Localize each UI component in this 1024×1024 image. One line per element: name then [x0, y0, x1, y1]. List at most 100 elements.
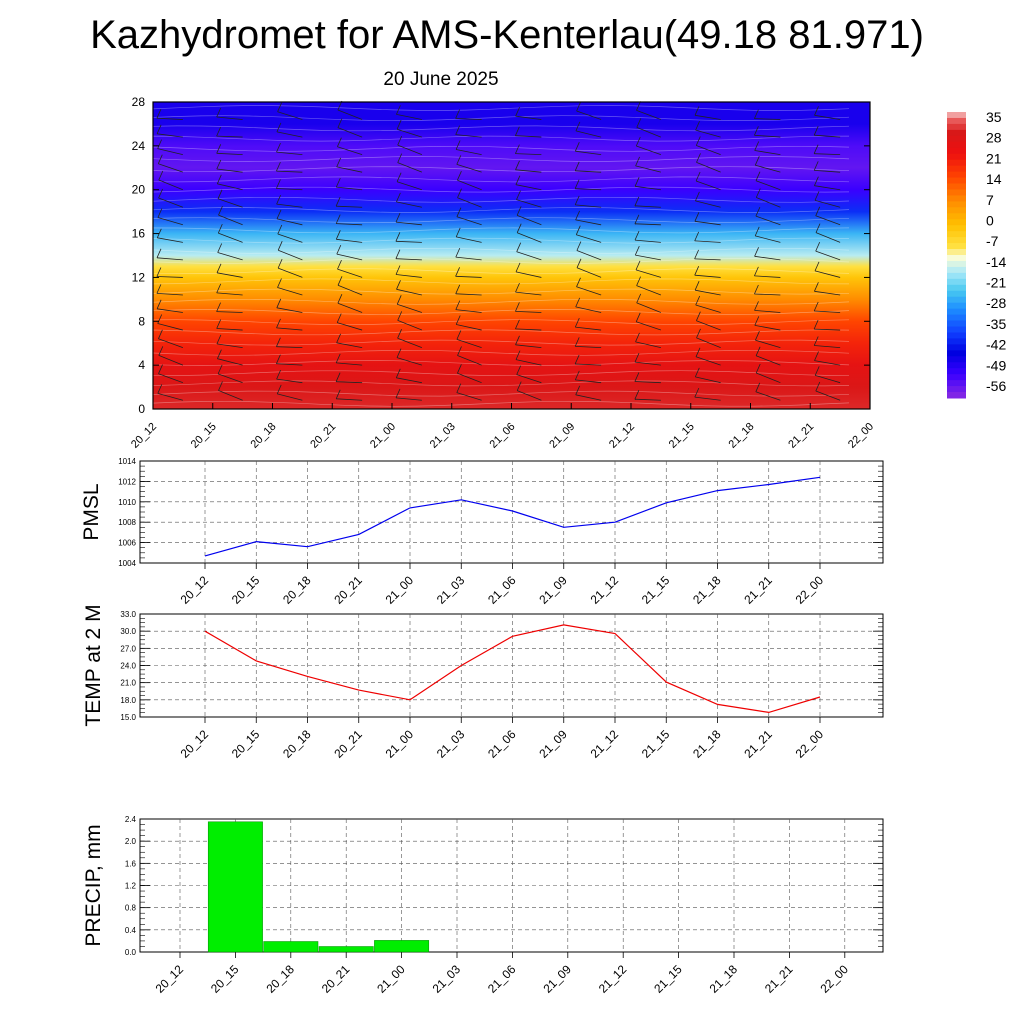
colorbar-label: -28	[986, 295, 1006, 311]
pmsl-y-tick-label: 1012	[118, 477, 136, 486]
colorbar-label: 7	[986, 192, 994, 208]
pmsl-x-tick-label: 21_09	[536, 573, 570, 607]
precip-x-tick-label: 20_18	[263, 962, 297, 996]
colorbar-label: -7	[986, 233, 999, 249]
heatmap-x-tick-label: 21_12	[607, 421, 637, 451]
heatmap-y-tick-label: 24	[132, 139, 146, 153]
precip-x-tick-label: 20_21	[319, 962, 353, 996]
heatmap-y-tick-label: 12	[132, 270, 146, 284]
temp-x-tick-label: 20_21	[331, 727, 365, 761]
temp-y-tick-label: 27.0	[120, 644, 136, 653]
heatmap-y-tick-label: 20	[132, 183, 146, 197]
temp-x-tick-label: 21_15	[639, 727, 673, 761]
temp-x-tick-label: 21_18	[690, 727, 724, 761]
contour-lines	[152, 105, 850, 407]
heatmap-x-tick-label: 21_18	[727, 421, 757, 451]
pmsl-y-axis-title: PMSL	[80, 483, 103, 540]
precip-x-tick-label: 21_03	[430, 962, 464, 996]
precip-y-tick-label: 0.4	[125, 926, 137, 935]
heatmap-y-tick-label: 0	[138, 402, 145, 416]
colorbar-label: -35	[986, 316, 1006, 332]
precip-x-tick-label: 21_09	[540, 962, 574, 996]
precip-x-tick-label: 21_15	[651, 962, 685, 996]
temp-x-tick-label: 20_12	[178, 727, 212, 761]
precip-x-tick-label: 21_06	[485, 962, 519, 996]
pmsl-x-tick-label: 22_00	[793, 573, 827, 607]
temp-y-tick-label: 18.0	[120, 696, 136, 705]
heatmap-x-tick-label: 20_12	[129, 421, 159, 451]
heatmap-x-tick-label: 22_00	[846, 421, 876, 451]
precip-x-tick-label: 20_12	[153, 962, 187, 996]
temp-x-tick-label: 21_21	[741, 727, 775, 761]
pmsl-y-tick-label: 1008	[118, 518, 136, 527]
pmsl-y-tick-label: 1010	[118, 498, 136, 507]
temp-x-tick-label: 21_09	[536, 727, 570, 761]
cross-section-panel: 0 4 8 12 16 20 24 28 20_12 20_15 20_18 20_21 21_00 21…	[129, 95, 876, 451]
pmsl-y-tick-label: 1004	[118, 559, 136, 568]
temp-y-tick-label: 21.0	[120, 679, 136, 688]
precip-y-tick-label: 1.2	[125, 882, 137, 891]
precip-x-tick-label: 20_15	[208, 962, 242, 996]
precip-x-tick-label: 21_21	[762, 962, 796, 996]
precip-bar	[374, 940, 430, 953]
heatmap-x-tick-label: 21_03	[428, 421, 458, 451]
precip-panel: 2.4 2.0 1.6 1.2 0.8 0.4 0.0 20_12 20_15 20_18 20_2…	[82, 815, 884, 996]
heatmap-x-tick-label: 21_21	[786, 421, 816, 451]
temp-y-tick-label: 30.0	[120, 627, 136, 636]
heatmap-x-tick-label: 21_06	[488, 421, 518, 451]
precip-bar	[207, 821, 263, 953]
heatmap-field	[153, 102, 870, 409]
precip-y-tick-label: 2.0	[125, 837, 137, 846]
colorbar-label: -21	[986, 275, 1006, 291]
pmsl-plot-area	[139, 460, 884, 564]
colorbar-label: -49	[986, 357, 1006, 373]
heatmap-x-tick-label: 21_09	[547, 421, 577, 451]
pmsl-y-tick-label: 1014	[118, 457, 136, 466]
pmsl-panel: 1014 1012 1010 1008 1006 1004 20_12 20_15 20_18 2…	[80, 457, 884, 607]
heatmap-y-tick-label: 4	[138, 358, 145, 372]
pmsl-x-tick-label: 21_12	[588, 573, 622, 607]
colorbar: 35 28 21 14 7 0 -7 -14 -21 -28 -35 -42 -49 -56	[947, 109, 1006, 399]
heatmap-x-tick-label: 20_15	[189, 421, 219, 451]
precip-x-tick-label: 21_00	[374, 962, 408, 996]
precip-y-tick-label: 0.8	[125, 904, 137, 913]
temp-x-tick-label: 21_03	[434, 727, 468, 761]
temp-y-axis-title: TEMP at 2 M	[82, 604, 105, 726]
pmsl-y-tick-label: 1006	[118, 539, 136, 548]
pmsl-x-tick-label: 21_21	[741, 573, 775, 607]
pmsl-x-tick-label: 20_12	[178, 573, 212, 607]
temp-x-tick-label: 20_18	[280, 727, 314, 761]
colorbar-label: 28	[986, 130, 1002, 146]
colorbar-label: -56	[986, 378, 1006, 394]
precip-x-tick-label: 21_18	[707, 962, 741, 996]
pmsl-x-tick-label: 20_18	[280, 573, 314, 607]
pmsl-x-tick-label: 21_00	[383, 573, 417, 607]
temp-y-tick-label: 15.0	[120, 713, 136, 722]
chart-subtitle: 20 June 2025	[383, 69, 499, 90]
pmsl-x-tick-label: 20_21	[331, 573, 365, 607]
heatmap-x-tick-label: 21_00	[368, 421, 398, 451]
colorbar-label: 14	[986, 171, 1002, 187]
precip-y-tick-label: 0.0	[125, 948, 137, 957]
temp-panel: 33.0 30.0 27.0 24.0 21.0 18.0 15.0 20_12 20_15 20…	[82, 604, 884, 761]
temp-y-tick-label: 24.0	[120, 662, 136, 671]
temp-x-tick-label: 20_15	[229, 727, 263, 761]
colorbar-label: 35	[986, 109, 1002, 125]
colorbar-label: -14	[986, 254, 1006, 270]
temp-x-tick-label: 22_00	[793, 727, 827, 761]
precip-y-axis-title: PRECIP, mm	[82, 824, 105, 946]
heatmap-y-tick-label: 8	[138, 314, 145, 328]
precip-y-tick-label: 1.6	[125, 859, 137, 868]
heatmap-y-tick-label: 28	[132, 95, 146, 109]
heatmap-x-tick-label: 20_21	[308, 421, 338, 451]
pmsl-x-tick-label: 21_15	[639, 573, 673, 607]
wind-barbs	[156, 100, 841, 401]
pmsl-x-tick-label: 21_03	[434, 573, 468, 607]
precip-bar	[263, 941, 319, 953]
precip-bar	[318, 946, 374, 953]
temp-x-tick-label: 21_12	[588, 727, 622, 761]
heatmap-x-tick-label: 20_18	[249, 421, 279, 451]
precip-x-tick-label: 21_12	[596, 962, 630, 996]
colorbar-label: 0	[986, 212, 994, 228]
